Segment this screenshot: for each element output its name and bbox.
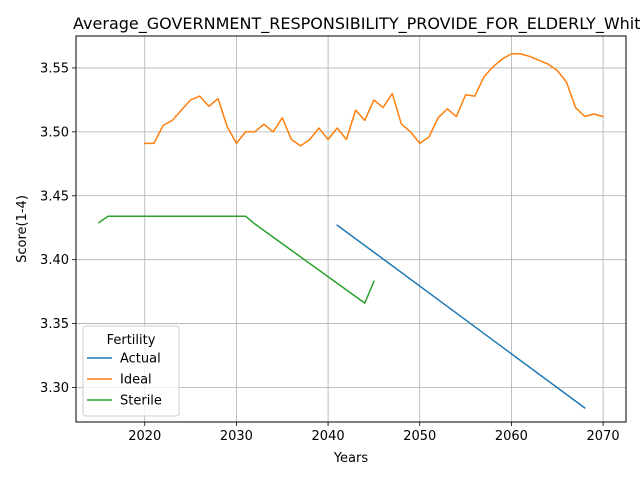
series-line-actual	[336, 224, 586, 409]
legend-label-ideal: Ideal	[120, 373, 152, 388]
legend-box	[82, 325, 180, 417]
y-axis-label: Score(1-4)	[15, 195, 30, 263]
series-line-sterile	[97, 215, 375, 304]
legend: Fertility Actual Ideal Sterile	[82, 325, 180, 417]
x-axis-ticks: 2020 2030 2040 2050 2060 2070	[128, 422, 620, 444]
grid-lines	[76, 36, 626, 422]
x-tick-label: 2070	[587, 429, 620, 444]
y-axis-ticks: 3.30 3.35 3.40 3.45 3.50 3.55	[40, 61, 76, 396]
chart-title: Average_GOVERNMENT_RESPONSIBILITY_PROVID…	[73, 14, 640, 34]
y-tick-label: 3.55	[40, 61, 69, 76]
series-line-ideal	[144, 53, 605, 147]
x-axis-label: Years	[333, 451, 369, 466]
series-layer	[97, 53, 605, 409]
y-tick-label: 3.30	[40, 381, 69, 396]
y-tick-label: 3.45	[40, 189, 69, 204]
legend-label-actual: Actual	[120, 352, 161, 367]
x-tick-label: 2060	[495, 429, 528, 444]
plot-frame	[75, 35, 627, 423]
y-tick-label: 3.50	[40, 125, 69, 140]
legend-items: Actual Ideal Sterile	[87, 352, 162, 409]
legend-title: Fertility	[107, 333, 156, 348]
x-tick-label: 2050	[403, 429, 436, 444]
x-tick-label: 2020	[128, 429, 161, 444]
y-tick-label: 3.40	[40, 253, 69, 268]
x-tick-label: 2040	[312, 429, 345, 444]
legend-label-sterile: Sterile	[120, 394, 162, 409]
x-tick-label: 2030	[220, 429, 253, 444]
y-tick-label: 3.35	[40, 317, 69, 332]
